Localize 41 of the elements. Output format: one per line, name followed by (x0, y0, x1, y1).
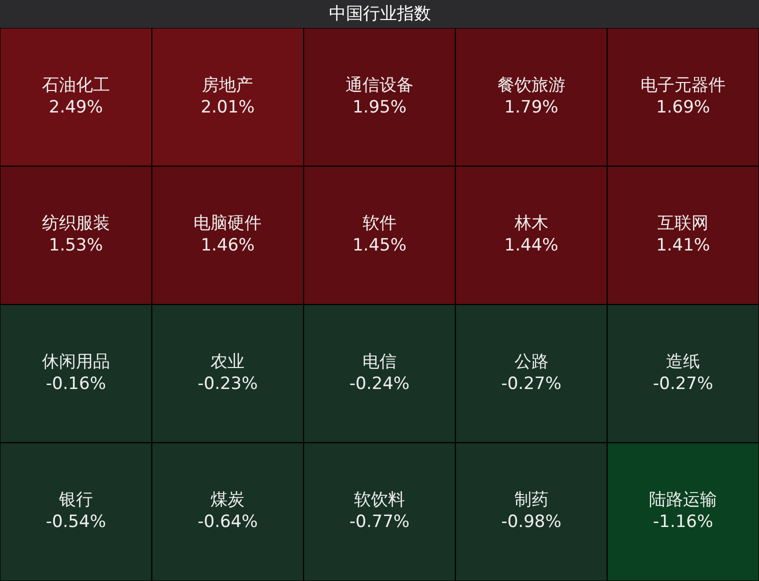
category-label: 电信 (362, 352, 396, 372)
category-label: 林木 (513, 214, 548, 234)
data-label: -0.27% (501, 374, 562, 394)
data-label: -0.16% (46, 374, 106, 394)
data-label: 1.41% (656, 236, 710, 256)
category-label: 餐饮旅游 (497, 75, 566, 96)
data-label: 1.44% (504, 236, 558, 256)
category-label: 互联网 (658, 214, 709, 234)
category-label: 造纸 (666, 352, 700, 372)
category-label: 房地产 (202, 75, 254, 96)
data-label: -0.98% (501, 512, 562, 532)
category-label: 软件 (362, 214, 396, 234)
category-label: 休闲用品 (42, 352, 110, 372)
category-label: 煤炭 (210, 490, 245, 510)
data-label: -0.24% (349, 374, 410, 394)
category-label: 制药 (514, 490, 548, 510)
data-label: -0.64% (198, 512, 258, 532)
category-label: 软饮料 (354, 490, 405, 510)
category-label: 陆路运输 (649, 490, 718, 510)
data-label: 2.49% (48, 97, 103, 118)
category-label: 电脑硬件 (194, 214, 262, 234)
text: 中国行业指数 (329, 4, 431, 24)
data-label: 1.45% (352, 236, 407, 256)
data-label: -0.77% (349, 512, 410, 532)
data-label: 1.69% (656, 97, 710, 118)
category-label: 纺织服装 (42, 214, 110, 234)
category-label: 石油化工 (42, 75, 110, 96)
data-label: -0.54% (46, 512, 106, 532)
data-label: -1.16% (653, 512, 714, 532)
category-label: 通信设备 (346, 75, 414, 96)
data-label: 2.01% (200, 97, 255, 118)
category-label: 公路 (514, 352, 548, 372)
data-label: 1.53% (48, 236, 103, 256)
data-label: 1.95% (352, 97, 407, 118)
data-label: 1.46% (200, 236, 255, 256)
data-label: 1.79% (504, 97, 558, 118)
data-label: -0.23% (198, 374, 258, 394)
category-label: 银行 (58, 490, 93, 510)
data-label: -0.27% (653, 374, 714, 394)
category-label: 电子元器件 (640, 75, 726, 96)
category-label: 农业 (210, 352, 245, 372)
